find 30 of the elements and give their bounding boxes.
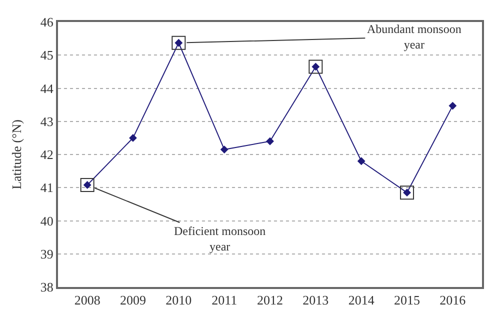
- y-tick-label: 39: [40, 246, 54, 262]
- x-tick-label: 2011: [212, 292, 238, 308]
- point: [129, 134, 137, 142]
- y-tick-label: 41: [40, 180, 54, 196]
- y-tick-label: 46: [40, 14, 54, 30]
- y-tick-label: 45: [40, 48, 54, 63]
- point: [400, 186, 414, 200]
- point: [172, 36, 186, 50]
- y-tick-label: 42: [40, 147, 54, 162]
- point: [220, 146, 228, 154]
- point: [358, 157, 366, 165]
- point: [308, 60, 323, 74]
- x-tick-label: 2013: [302, 292, 329, 308]
- annotation: Deficient monsoon year: [174, 224, 266, 254]
- y-tick-label: 44: [40, 80, 54, 96]
- x-tick-label: 2016: [440, 292, 466, 308]
- x-tick-label: 2009: [120, 292, 146, 308]
- x-tick-label: 2008: [74, 292, 100, 308]
- x-tick-label: 2015: [394, 292, 420, 308]
- y-tick-label: 38: [40, 280, 54, 295]
- y-axis-title: Latitude (°N): [9, 120, 24, 190]
- y-tick-label: 40: [40, 213, 54, 228]
- annotation: Abundant monsoon year: [367, 22, 462, 52]
- x-tick-label: 2010: [166, 292, 192, 308]
- x-tick-label: 2012: [257, 292, 283, 308]
- point: [266, 138, 274, 145]
- point: [448, 102, 456, 110]
- y-tick-label: 43: [40, 114, 54, 129]
- x-tick-label: 2014: [348, 292, 375, 308]
- point: [80, 178, 94, 192]
